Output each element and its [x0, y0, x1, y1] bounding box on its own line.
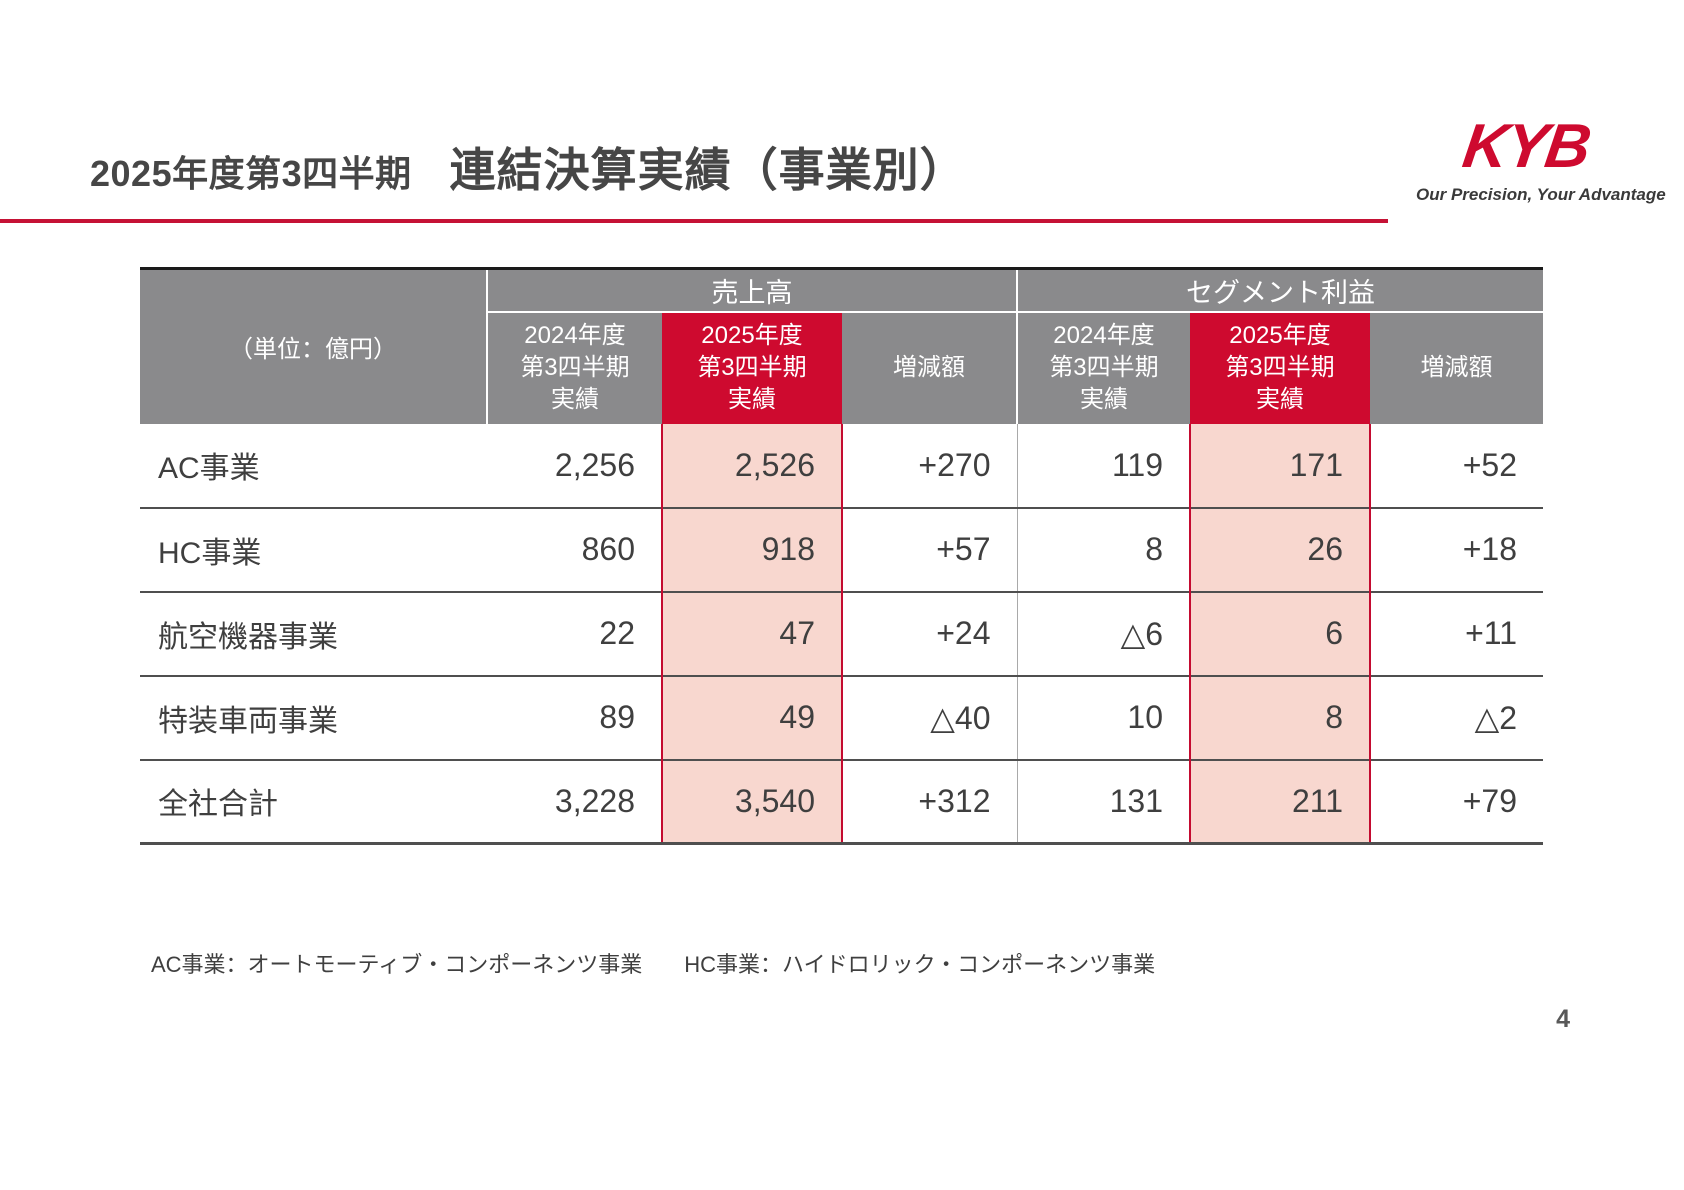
kyb-logo-tagline: Our Precision, Your Advantage	[1416, 185, 1666, 204]
page-number: 4	[1556, 1005, 1570, 1033]
table-group-header-row: （単位：億円） 売上高 セグメント利益	[140, 268, 1543, 424]
footnote-hc-definition: HC事業：ハイドロリック・コンポーネンツ事業	[684, 952, 1156, 977]
table-row-ac: AC事業 2,256 2,526 +270 119 171 +52	[140, 423, 1543, 508]
cell-profit-fy2024: 8	[1016, 506, 1190, 592]
col-header-profit-fy2025: 2025年度 第3四半期 実績	[1190, 310, 1370, 424]
cell-profit-fy2025: 6	[1189, 590, 1371, 676]
cell-profit-diff: △2	[1370, 674, 1543, 760]
cell-profit-diff: +52	[1370, 423, 1543, 508]
col-header-profit-fy2024: 2024年度 第3四半期 実績	[1016, 310, 1190, 424]
page-title: 2025年度第3四半期 連結決算実績（事業別）	[90, 134, 967, 200]
cell-profit-fy2024: △6	[1016, 590, 1190, 676]
cell-sales-fy2024: 22	[487, 590, 662, 676]
col-header-sales-diff: 増減額	[842, 310, 1017, 424]
cell-profit-fy2025: 171	[1189, 423, 1371, 508]
cell-profit-fy2025: 26	[1189, 506, 1371, 592]
cell-sales-fy2024: 860	[487, 506, 662, 592]
cell-sales-fy2025: 2,526	[661, 423, 843, 508]
row-label: 全社合計	[140, 758, 487, 845]
table-row-total: 全社合計 3,228 3,540 +312 131 211 +79	[140, 758, 1543, 845]
cell-profit-fy2024: 119	[1016, 423, 1190, 508]
row-label: 特装車両事業	[140, 674, 487, 760]
cell-profit-fy2024: 131	[1016, 758, 1190, 845]
footnote-ac-definition: AC事業：オートモーティブ・コンポーネンツ事業	[151, 952, 643, 977]
kyb-logo: KYB Our Precision, Your Advantage	[1416, 112, 1666, 205]
table-row-aviation: 航空機器事業 22 47 +24 △6 6 +11	[140, 590, 1543, 676]
col-header-sales-fy2025: 2025年度 第3四半期 実績	[662, 310, 842, 424]
cell-sales-diff: +24	[842, 590, 1017, 676]
cell-sales-diff: +312	[842, 758, 1017, 845]
cell-sales-fy2025: 918	[661, 506, 843, 592]
cell-profit-diff: +11	[1370, 590, 1543, 676]
title-main-text: 連結決算実績（事業別）	[449, 144, 967, 196]
title-divider-rule	[0, 219, 1388, 223]
cell-profit-fy2025: 8	[1189, 674, 1371, 760]
cell-sales-fy2025: 3,540	[661, 758, 843, 845]
cell-sales-fy2024: 89	[487, 674, 662, 760]
group-header-segment-profit: セグメント利益	[1016, 268, 1543, 312]
cell-profit-diff: +18	[1370, 506, 1543, 592]
cell-profit-fy2024: 10	[1016, 674, 1190, 760]
unit-label-cell: （単位：億円）	[140, 268, 488, 424]
table-row-hc: HC事業 860 918 +57 8 26 +18	[140, 506, 1543, 592]
group-header-sales: 売上高	[487, 268, 1017, 312]
cell-sales-diff: +270	[842, 423, 1017, 508]
cell-sales-fy2024: 2,256	[487, 423, 662, 508]
table-row-special-vehicles: 特装車両事業 89 49 △40 10 8 △2	[140, 674, 1543, 760]
row-label: HC事業	[140, 506, 487, 592]
cell-profit-fy2025: 211	[1189, 758, 1371, 845]
cell-profit-diff: +79	[1370, 758, 1543, 845]
title-quarter-prefix: 2025年度第3四半期	[90, 153, 412, 194]
col-header-profit-diff: 増減額	[1370, 310, 1543, 424]
cell-sales-diff: △40	[842, 674, 1017, 760]
col-header-sales-fy2024: 2024年度 第3四半期 実績	[487, 310, 662, 424]
cell-sales-fy2024: 3,228	[487, 758, 662, 845]
results-table: （単位：億円） 売上高 セグメント利益 2024年度 第3四半期 実績 2025…	[140, 267, 1543, 845]
row-label: AC事業	[140, 423, 487, 508]
cell-sales-diff: +57	[842, 506, 1017, 592]
cell-sales-fy2025: 47	[661, 590, 843, 676]
footnote: AC事業：オートモーティブ・コンポーネンツ事業 HC事業：ハイドロリック・コンポ…	[151, 947, 1155, 979]
row-label: 航空機器事業	[140, 590, 487, 676]
cell-sales-fy2025: 49	[661, 674, 843, 760]
kyb-logo-wordmark: KYB	[1458, 112, 1594, 181]
table-sub-header-row: 2024年度 第3四半期 実績 2025年度 第3四半期 実績 増減額 2024…	[140, 310, 1543, 424]
